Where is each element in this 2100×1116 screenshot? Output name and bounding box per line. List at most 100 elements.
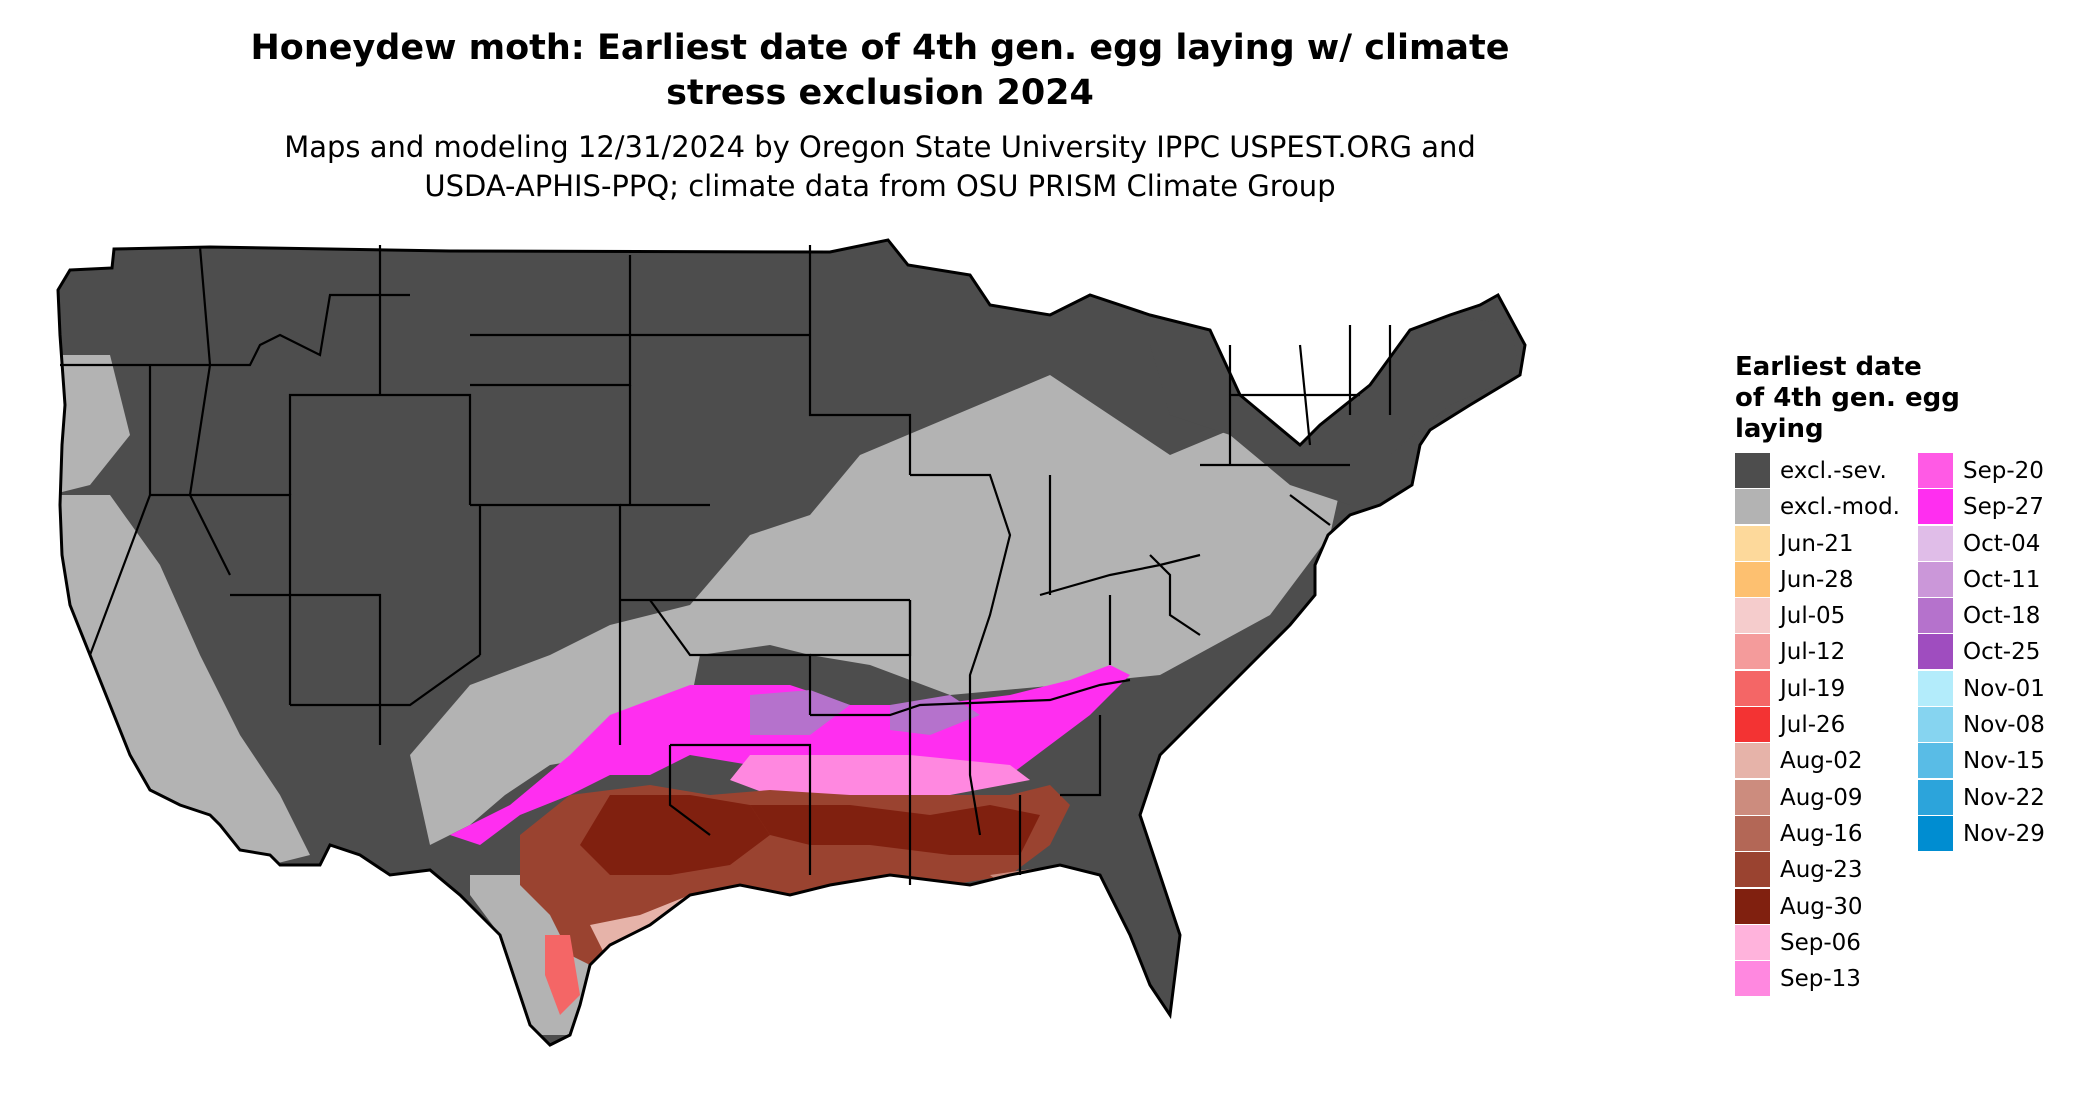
- legend-item: Nov-08: [1918, 707, 2088, 743]
- legend-swatch: [1918, 815, 1953, 851]
- map-subtitle: Maps and modeling 12/31/2024 by Oregon S…: [0, 128, 1760, 206]
- legend-label: Sep-13: [1780, 966, 1861, 993]
- legend-swatch: [1735, 852, 1770, 888]
- gulf-aug-30: [580, 795, 770, 875]
- legend-item: Oct-11: [1918, 561, 2088, 598]
- state-borders: [60, 245, 1392, 885]
- legend-item: Jun-28: [1735, 561, 1905, 598]
- legend-swatch: [1735, 561, 1770, 597]
- legend-swatch: [1735, 453, 1770, 488]
- legend-swatch: [1918, 707, 1953, 743]
- legend-swatch: [1918, 670, 1953, 706]
- legend-item: Oct-25: [1918, 634, 2088, 670]
- legend-swatch: [1918, 489, 1953, 525]
- map-regions: [58, 240, 1525, 1045]
- legend-item: Aug-02: [1735, 743, 1905, 779]
- legend-swatch: [1918, 561, 1953, 597]
- legend-label: Oct-18: [1963, 603, 2041, 630]
- legend-swatch: [1735, 707, 1770, 743]
- legend-label: Jul-19: [1780, 675, 1846, 702]
- legend-item: Nov-01: [1918, 670, 2088, 707]
- legend-label: Aug-30: [1780, 893, 1863, 920]
- legend-item: Aug-30: [1735, 888, 1905, 925]
- legend-title: Earliest date of 4th gen. egg laying: [1735, 352, 2075, 445]
- legend-item: Nov-15: [1918, 743, 2088, 779]
- map-title-line-2: stress exclusion 2024: [666, 73, 1094, 113]
- legend-label: Nov-15: [1963, 748, 2045, 775]
- legend-label: Sep-06: [1780, 929, 1861, 956]
- legend-label: Aug-02: [1780, 748, 1863, 775]
- legend-swatch: [1735, 779, 1770, 815]
- legend-item: excl.-mod.: [1735, 489, 1905, 525]
- legend-label: Oct-11: [1963, 566, 2041, 593]
- legend-swatch: [1735, 634, 1770, 670]
- legend-item: Jul-05: [1735, 598, 1905, 634]
- southern-belt-oct-18: [750, 690, 850, 735]
- legend-swatch: [1918, 525, 1953, 561]
- legend-swatch: [1735, 670, 1770, 706]
- legend-label: Nov-22: [1963, 784, 2045, 811]
- legend-swatch: [1735, 489, 1770, 525]
- legend-label: Oct-04: [1963, 530, 2041, 557]
- legend-item: Jul-19: [1735, 670, 1905, 707]
- legend-swatch: [1918, 598, 1953, 634]
- legend-title-line-1: Earliest date: [1735, 352, 1922, 382]
- legend-item: Jul-26: [1735, 707, 1905, 743]
- legend-swatch: [1735, 598, 1770, 634]
- legend-item: excl.-sev.: [1735, 453, 1905, 489]
- legend-item: Nov-29: [1918, 815, 2088, 852]
- legend: Earliest date of 4th gen. egg laying exc…: [1735, 352, 2075, 997]
- legend-label: Sep-20: [1963, 458, 2044, 484]
- keys-jun-21: [1090, 1025, 1150, 1045]
- legend-label: Jul-05: [1780, 603, 1846, 630]
- legend-swatch: [1735, 525, 1770, 561]
- legend-label: Aug-09: [1780, 784, 1863, 811]
- legend-swatch: [1918, 743, 1953, 779]
- legend-item: Sep-20: [1918, 453, 2088, 489]
- legend-label: Nov-01: [1963, 675, 2045, 702]
- legend-label: Aug-16: [1780, 820, 1863, 847]
- legend-swatch: [1735, 815, 1770, 851]
- legend-label: Jun-28: [1780, 566, 1854, 593]
- legend-label: Sep-27: [1963, 494, 2044, 521]
- legend-label: Nov-29: [1963, 820, 2045, 847]
- legend-label: Oct-25: [1963, 639, 2041, 666]
- map-subtitle-line-1: Maps and modeling 12/31/2024 by Oregon S…: [284, 130, 1476, 164]
- legend-label: Nov-08: [1963, 712, 2045, 739]
- legend-item: Aug-16: [1735, 815, 1905, 852]
- map-title: Honeydew moth: Earliest date of 4th gen.…: [0, 26, 1760, 116]
- legend-label: excl.-mod.: [1780, 494, 1900, 521]
- legend-swatch: [1918, 779, 1953, 815]
- legend-item: Oct-04: [1918, 525, 2088, 562]
- legend-label: Jun-21: [1780, 530, 1854, 557]
- legend-item: Aug-09: [1735, 779, 1905, 816]
- legend-label: Jul-12: [1780, 639, 1846, 666]
- legend-swatch: [1918, 634, 1953, 670]
- legend-label: Aug-23: [1780, 857, 1863, 884]
- legend-column-2: Sep-20 Sep-27 Oct-04 Oct-11 Oct-18 Oct-2…: [1918, 453, 2088, 852]
- pacific-exclusion-moderate: [58, 355, 130, 495]
- map-subtitle-line-2: USDA-APHIS-PPQ; climate data from OSU PR…: [424, 169, 1336, 203]
- legend-swatch: [1735, 743, 1770, 779]
- legend-item: Sep-27: [1918, 489, 2088, 525]
- map-title-line-1: Honeydew moth: Earliest date of 4th gen.…: [250, 28, 1510, 68]
- legend-item: Aug-23: [1735, 852, 1905, 888]
- legend-label: excl.-sev.: [1780, 458, 1887, 484]
- legend-label: Jul-26: [1780, 712, 1846, 739]
- us-map: [56, 238, 1527, 1047]
- legend-item: Sep-13: [1735, 961, 1905, 997]
- legend-item: Jul-12: [1735, 634, 1905, 670]
- legend-swatch: [1918, 453, 1953, 488]
- legend-swatch: [1735, 888, 1770, 924]
- legend-column-1: excl.-sev. excl.-mod. Jun-21 Jun-28 Jul-…: [1735, 453, 1905, 997]
- legend-item: Oct-18: [1918, 598, 2088, 634]
- southern-belt-oct-18: [890, 695, 980, 735]
- legend-item: Nov-22: [1918, 779, 2088, 816]
- legend-swatch: [1735, 961, 1770, 997]
- legend-item: Sep-06: [1735, 924, 1905, 961]
- legend-swatch: [1735, 924, 1770, 960]
- southern-belt-sep-13: [730, 755, 1030, 795]
- legend-title-line-2: of 4th gen. egg: [1735, 383, 1960, 413]
- legend-title-line-3: laying: [1735, 414, 1824, 444]
